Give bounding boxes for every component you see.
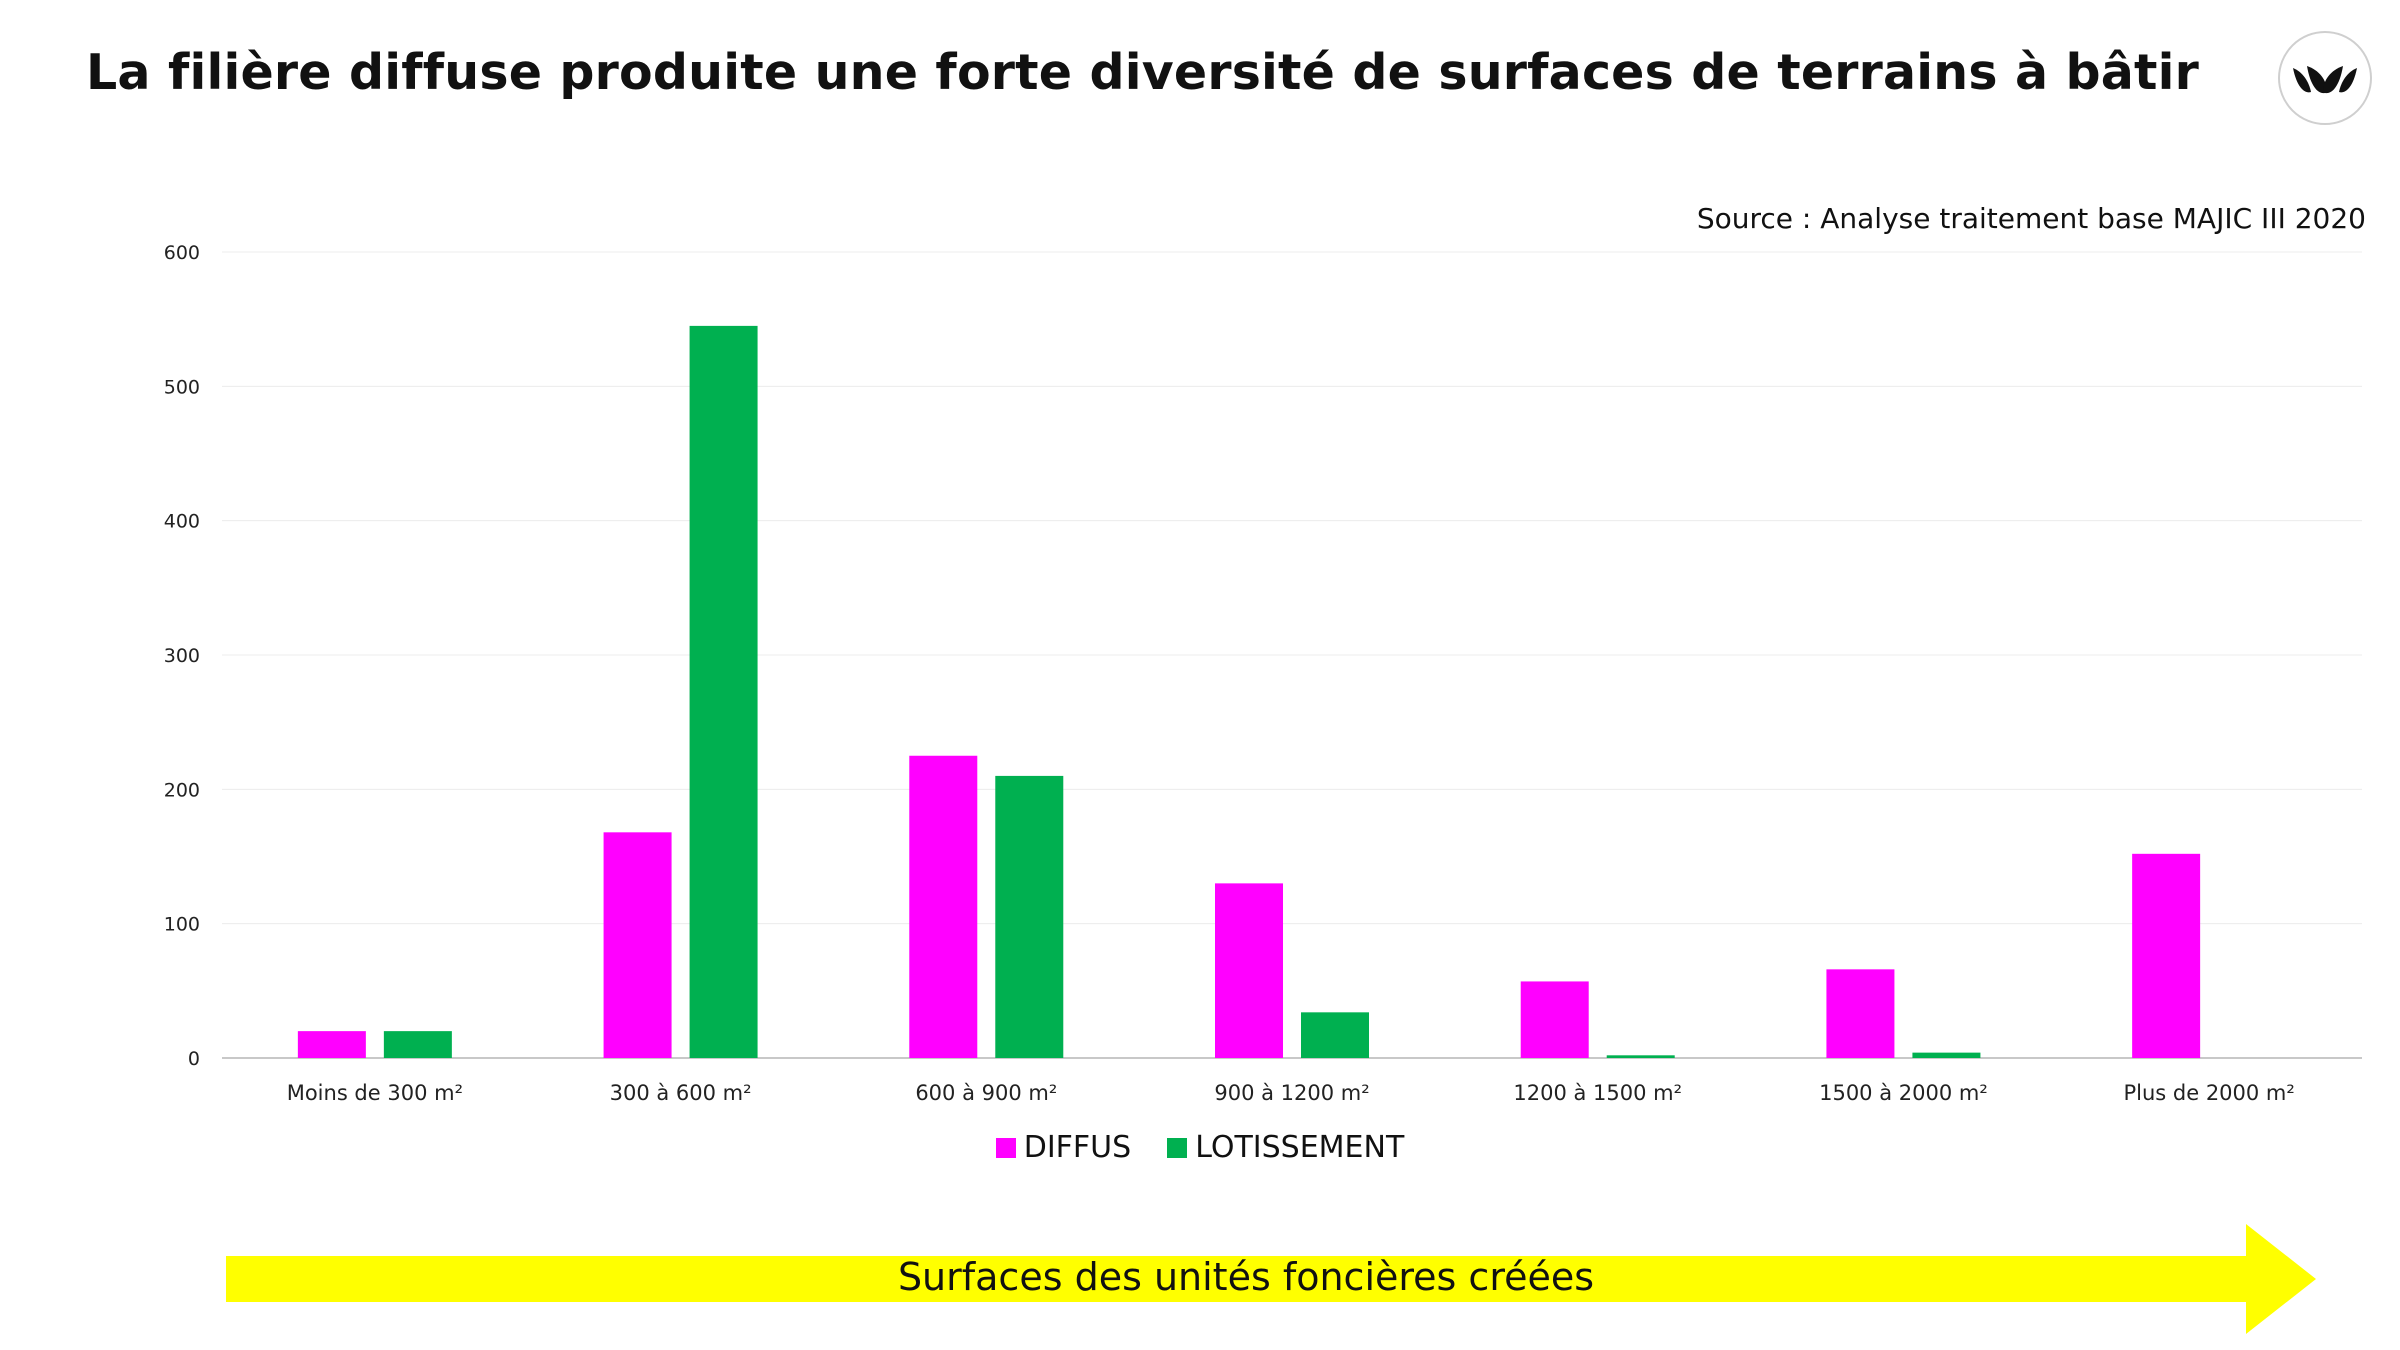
chart-source: Source : Analyse traitement base MAJIC I… xyxy=(1696,202,2366,235)
bar-lotissement-1 xyxy=(689,325,758,1059)
bar-diffus-2 xyxy=(909,755,978,1058)
legend-swatch-lotissement xyxy=(1167,1137,1188,1158)
x-tick-label: 300 à 600 m² xyxy=(610,1081,752,1105)
arrow-label: Surfaces des unités foncières créées xyxy=(897,1255,1595,1299)
y-tick-label: 0 xyxy=(188,1048,200,1070)
bar-chart: 0 100 200 300 400 500 600 Moins de 300 m² 300 à … xyxy=(164,242,2362,1105)
y-tick-label: 200 xyxy=(164,779,200,801)
bar-lotissement-0 xyxy=(383,1031,452,1058)
chart-gridlines xyxy=(222,251,2362,1059)
x-tick-label: Moins de 300 m² xyxy=(287,1081,463,1105)
y-tick-label: 100 xyxy=(164,914,200,936)
bar-diffus-5 xyxy=(1826,969,1895,1058)
y-tick-label: 300 xyxy=(164,645,200,667)
x-tick-label: Plus de 2000 m² xyxy=(2123,1081,2294,1105)
bar-diffus-1 xyxy=(603,832,672,1058)
x-tick-label: 1500 à 2000 m² xyxy=(1819,1081,1988,1105)
y-tick-label: 500 xyxy=(164,376,200,398)
bar-lotissement-2 xyxy=(995,775,1064,1058)
page-title: La filière diffuse produite une forte di… xyxy=(86,44,2200,101)
legend-item-diffus: DIFFUS xyxy=(995,1130,1132,1165)
x-tick-label: 600 à 900 m² xyxy=(915,1081,1057,1105)
legend-label-diffus: DIFFUS xyxy=(1023,1130,1132,1165)
bar-diffus-0 xyxy=(297,1031,366,1058)
x-tick-label: 900 à 1200 m² xyxy=(1214,1081,1369,1105)
y-tick-label: 600 xyxy=(164,242,200,264)
bar-diffus-3 xyxy=(1215,883,1283,1058)
legend-item-lotissement: LOTISSEMENT xyxy=(1167,1130,1404,1165)
bar-lotissement-3 xyxy=(1301,1012,1369,1058)
legend-label-lotissement: LOTISSEMENT xyxy=(1195,1130,1405,1165)
yellow-arrow-icon xyxy=(226,1224,2316,1334)
bar-lotissement-4 xyxy=(1606,1055,1675,1058)
chart-bars xyxy=(297,325,2201,1059)
chart-legend: DIFFUS LOTISSEMENT xyxy=(0,1130,2400,1165)
leaves-logo-icon xyxy=(2278,31,2372,125)
bar-diffus-4 xyxy=(1520,981,1589,1058)
y-tick-label: 400 xyxy=(164,511,200,533)
bar-diffus-6 xyxy=(2132,853,2201,1058)
x-tick-label: 1200 à 1500 m² xyxy=(1513,1081,1682,1105)
legend-swatch-diffus xyxy=(995,1137,1016,1158)
chart-axis-labels: 0 100 200 300 400 500 600 Moins de 300 m² 300 à … xyxy=(164,242,2295,1105)
bar-lotissement-5 xyxy=(1912,1052,1981,1058)
